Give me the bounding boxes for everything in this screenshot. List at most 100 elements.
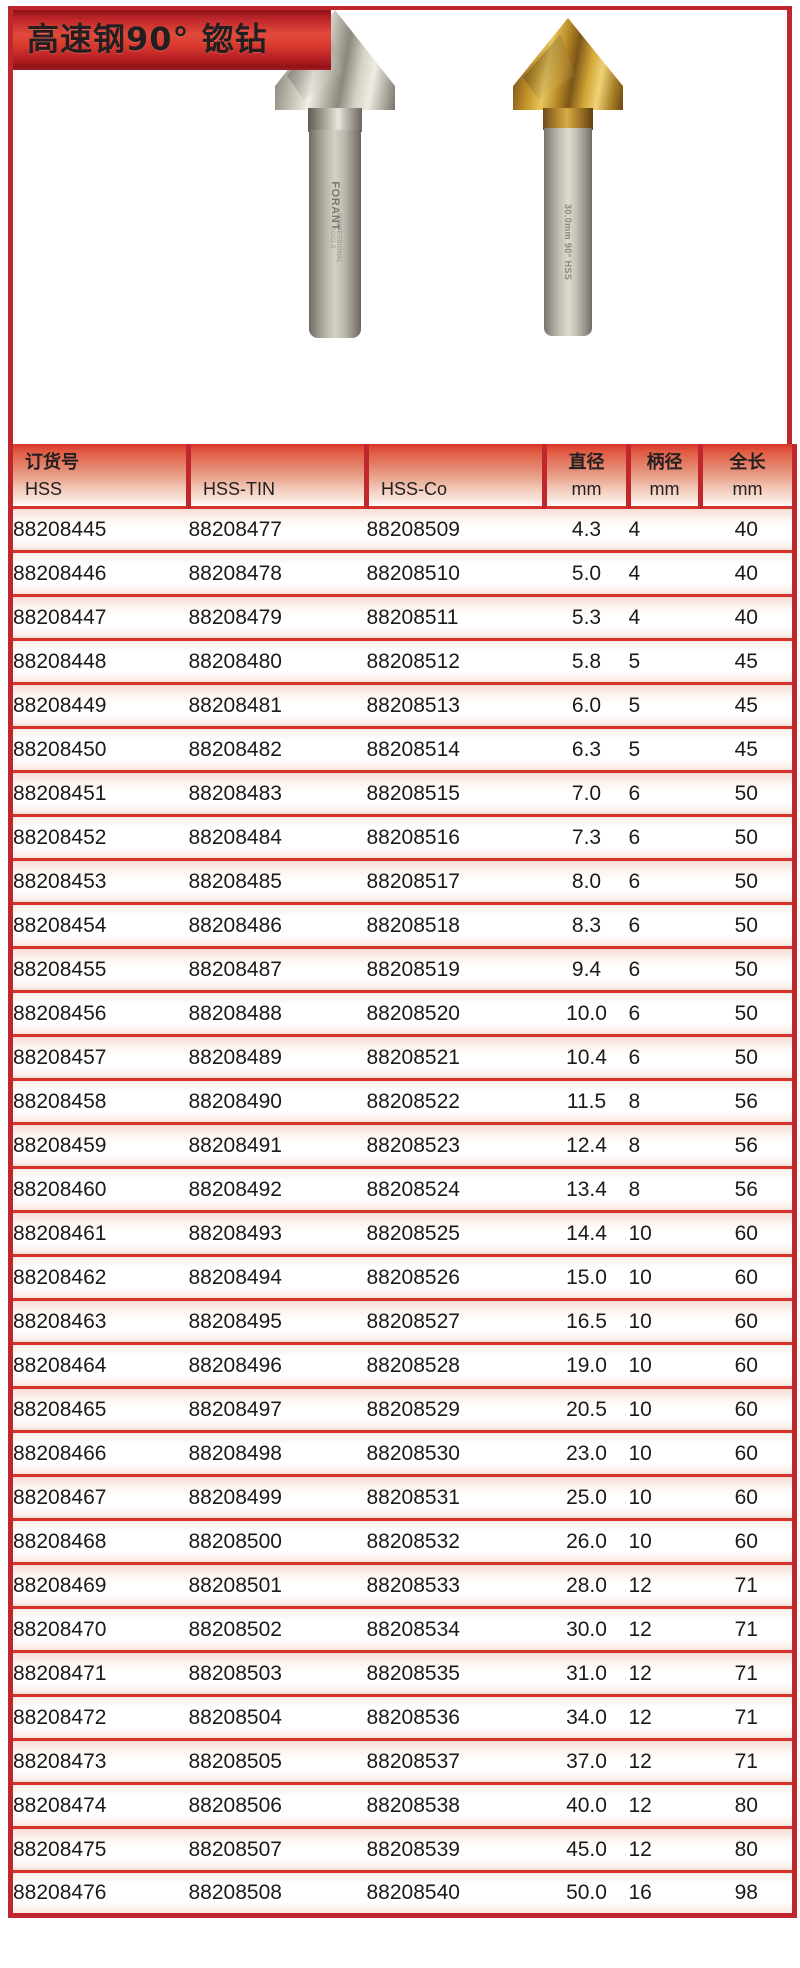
cell-length: 40 [700, 550, 797, 596]
cell-diameter: 7.3 [544, 814, 629, 860]
cell-diameter: 4.3 [544, 506, 629, 552]
cell-shank: 8 [628, 1078, 701, 1124]
cell-shank: 6 [628, 1034, 701, 1080]
cell-shank: 10 [628, 1430, 701, 1476]
cell-shank: 8 [628, 1166, 701, 1212]
cell-hss: 88208460 [8, 1166, 189, 1212]
cell-length: 60 [700, 1342, 797, 1388]
cell-diameter: 20.5 [544, 1386, 629, 1432]
cell-shank: 12 [628, 1782, 701, 1828]
product-photo-hss-tin-countersink: 30.0mm 90° HSS [513, 18, 623, 348]
cell-length: 50 [700, 1034, 797, 1080]
cell-hss-co: 88208513 [366, 682, 545, 728]
cell-diameter: 34.0 [544, 1694, 629, 1740]
table-row: 88208451 88208483 88208515 7.0 6 50 [8, 770, 797, 816]
col-header-length-label: 全长 [729, 452, 766, 473]
cell-diameter: 37.0 [544, 1738, 629, 1784]
cell-shank: 4 [628, 550, 701, 596]
cell-shank: 12 [628, 1562, 701, 1608]
cell-hss-co: 88208509 [366, 506, 545, 552]
cell-diameter: 26.0 [544, 1518, 629, 1564]
table-row: 88208453 88208485 88208517 8.0 6 50 [8, 858, 797, 904]
table-row: 88208462 88208494 88208526 15.0 10 60 [8, 1254, 797, 1300]
cell-hss: 88208474 [8, 1782, 189, 1828]
cell-hss: 88208475 [8, 1826, 189, 1872]
cell-hss-tin: 88208498 [188, 1430, 367, 1476]
cell-length: 80 [700, 1782, 797, 1828]
table-row: 88208445 88208477 88208509 4.3 4 40 [8, 506, 797, 552]
cell-hss-tin: 88208506 [188, 1782, 367, 1828]
cell-hss: 88208473 [8, 1738, 189, 1784]
cell-hss-tin: 88208480 [188, 638, 367, 684]
cell-diameter: 25.0 [544, 1474, 629, 1520]
cell-hss-co: 88208523 [366, 1122, 545, 1168]
cell-shank: 5 [628, 638, 701, 684]
cell-shank: 6 [628, 858, 701, 904]
cell-hss: 88208466 [8, 1430, 189, 1476]
cell-hss: 88208469 [8, 1562, 189, 1608]
cell-shank: 4 [628, 506, 701, 552]
cell-shank: 8 [628, 1122, 701, 1168]
cell-hss: 88208447 [8, 594, 189, 640]
table-row: 88208457 88208489 88208521 10.4 6 50 [8, 1034, 797, 1080]
cell-shank: 5 [628, 726, 701, 772]
col-header-hss-tin: . HSS-TIN [186, 444, 369, 508]
cell-hss-tin: 88208507 [188, 1826, 367, 1872]
cell-hss-co: 88208524 [366, 1166, 545, 1212]
col-header-hss-tin-label: HSS-TIN [203, 479, 275, 499]
specification-table: 订货号 HSS . HSS-TIN . HSS-Co [8, 444, 797, 1918]
table-row: 88208475 88208507 88208539 45.0 12 80 [8, 1826, 797, 1872]
table-row: 88208450 88208482 88208514 6.3 5 45 [8, 726, 797, 772]
cell-length: 50 [700, 814, 797, 860]
cell-hss-tin: 88208490 [188, 1078, 367, 1124]
cell-length: 45 [700, 682, 797, 728]
col-header-hss-co: . HSS-Co [364, 444, 547, 508]
cell-diameter: 31.0 [544, 1650, 629, 1696]
table-row: 88208474 88208506 88208538 40.0 12 80 [8, 1782, 797, 1828]
cell-hss: 88208456 [8, 990, 189, 1036]
col-header-hss-label: HSS [25, 479, 63, 499]
cell-hss-co: 88208525 [366, 1210, 545, 1256]
cell-hss-tin: 88208479 [188, 594, 367, 640]
cell-hss-co: 88208511 [366, 594, 545, 640]
cell-diameter: 16.5 [544, 1298, 629, 1344]
cell-length: 71 [700, 1606, 797, 1652]
cell-length: 60 [700, 1386, 797, 1432]
cell-hss-tin: 88208496 [188, 1342, 367, 1388]
cell-hss: 88208461 [8, 1210, 189, 1256]
countersink-collar [308, 108, 362, 132]
cell-hss-co: 88208526 [366, 1254, 545, 1300]
cell-hss: 88208465 [8, 1386, 189, 1432]
cell-hss-tin: 88208489 [188, 1034, 367, 1080]
cell-hss: 88208472 [8, 1694, 189, 1740]
cell-hss: 88208449 [8, 682, 189, 728]
cell-hss-tin: 88208491 [188, 1122, 367, 1168]
cell-hss-co: 88208519 [366, 946, 545, 992]
cell-length: 50 [700, 902, 797, 948]
cell-diameter: 11.5 [544, 1078, 629, 1124]
cell-hss: 88208463 [8, 1298, 189, 1344]
product-engraving-label: 30.0mm 90° HSS [563, 204, 573, 281]
col-header-shank-label: 柄径 [646, 452, 683, 473]
cell-length: 71 [700, 1738, 797, 1784]
cell-hss: 88208476 [8, 1870, 189, 1918]
cell-length: 50 [700, 946, 797, 992]
cell-length: 50 [700, 990, 797, 1036]
cell-length: 71 [700, 1562, 797, 1608]
cell-length: 40 [700, 506, 797, 552]
cell-diameter: 6.0 [544, 682, 629, 728]
cell-hss-co: 88208515 [366, 770, 545, 816]
product-brand-sublabel: PROFESSIONAL TOOLS [329, 212, 341, 264]
cell-diameter: 10.0 [544, 990, 629, 1036]
countersink-shank [309, 130, 361, 338]
table-row: 88208466 88208498 88208530 23.0 10 60 [8, 1430, 797, 1476]
table-body: 88208445 88208477 88208509 4.3 4 40 88208446 88… [8, 506, 797, 1918]
cell-length: 60 [700, 1518, 797, 1564]
col-header-shank: 柄径 mm [626, 444, 703, 508]
table-row: 88208463 88208495 88208527 16.5 10 60 [8, 1298, 797, 1344]
cell-diameter: 8.3 [544, 902, 629, 948]
cell-shank: 12 [628, 1606, 701, 1652]
col-header-diameter: 直径 mm [542, 444, 631, 508]
table-row: 88208456 88208488 88208520 10.0 6 50 [8, 990, 797, 1036]
cell-hss-co: 88208529 [366, 1386, 545, 1432]
